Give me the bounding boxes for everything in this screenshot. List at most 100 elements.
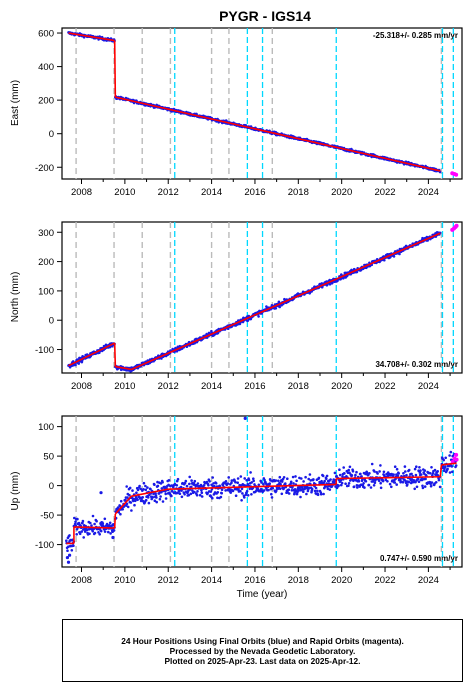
x-tick-label: 2024 (418, 381, 439, 392)
final-orbit-point (359, 472, 362, 476)
final-orbit-point (131, 489, 134, 492)
final-orbit-point (280, 480, 284, 483)
final-orbit-point (246, 482, 250, 486)
final-orbit-point (160, 490, 163, 494)
x-tick-label: 2020 (331, 187, 352, 198)
outlier-point (111, 535, 115, 540)
final-orbit-point (142, 481, 146, 485)
final-orbit-point (260, 481, 263, 484)
final-orbit-point (252, 477, 255, 480)
x-tick-label: 2018 (288, 575, 309, 586)
final-orbit-point (234, 480, 237, 484)
final-orbit-point (263, 478, 266, 482)
x-axis-label: Time (year) (237, 589, 288, 600)
final-orbit-point (393, 465, 397, 468)
final-orbit-point (319, 492, 323, 496)
model-fit-segment (68, 342, 116, 367)
final-orbit-point (240, 487, 244, 491)
final-orbit-point (160, 357, 163, 360)
final-orbit-point (379, 486, 383, 490)
final-orbit-point (404, 470, 407, 473)
north-rate-label: 34.708+/- 0.302 mm/yr (375, 360, 458, 369)
x-tick-label: 2022 (374, 187, 395, 198)
final-orbit-point (216, 491, 220, 494)
final-orbit-point (436, 470, 440, 473)
final-orbit-point (245, 479, 248, 482)
final-orbit-point (316, 493, 320, 497)
final-orbit-point (395, 483, 399, 486)
y-tick-label: 100 (38, 422, 54, 433)
final-orbit-point (420, 478, 424, 482)
final-orbit-point (75, 533, 78, 536)
y-tick-label: 400 (38, 62, 54, 73)
final-orbit-point (241, 492, 244, 495)
final-orbit-point (287, 492, 291, 495)
final-orbit-point (392, 255, 396, 258)
final-orbit-point (416, 477, 420, 480)
final-orbit-point (124, 498, 127, 502)
final-orbit-point (314, 486, 318, 490)
final-orbit-point (378, 470, 381, 473)
final-orbit-point (239, 489, 242, 493)
x-tick-label: 2024 (418, 575, 439, 586)
north-y-axis-label: North (mm) (10, 272, 21, 323)
final-orbit-point (155, 496, 158, 499)
final-orbit-point (433, 468, 437, 472)
model-fit-segment (115, 365, 132, 371)
final-orbit-point (158, 497, 162, 501)
x-tick-label: 2012 (158, 575, 179, 586)
final-orbit-point (397, 472, 401, 475)
final-orbit-point (231, 489, 235, 493)
rapid-orbit-point (454, 452, 459, 457)
x-tick-label: 2022 (374, 381, 395, 392)
final-orbit-point (73, 516, 76, 520)
final-orbit-point (130, 509, 133, 512)
final-orbit-point (278, 487, 282, 491)
final-orbit-point (373, 481, 377, 484)
final-orbit-point (128, 486, 132, 490)
east-panel: East (mm) -25.318+/- 0.285 mm/yr 2008 201… (10, 27, 463, 198)
final-orbit-point (420, 473, 423, 476)
final-orbit-point (128, 493, 131, 497)
final-orbit-point (355, 470, 358, 474)
y-tick-label: 0 (49, 129, 54, 140)
final-orbit-point (219, 495, 223, 499)
final-orbit-point (335, 474, 338, 478)
final-orbit-point (325, 474, 329, 478)
final-orbit-point (341, 475, 344, 478)
final-orbit-point (325, 477, 328, 481)
final-orbit-point (321, 474, 325, 478)
final-orbit-point (193, 479, 197, 483)
final-orbit-point (135, 491, 138, 494)
final-orbit-point (347, 468, 351, 472)
x-tick-label: 2018 (288, 381, 309, 392)
up-chart-marks: 2008 2010 2012 2014 2016 2018 2020 2022 2024 -100… (35, 416, 459, 586)
final-orbit-point (74, 520, 77, 524)
final-orbit-point (65, 539, 68, 542)
final-orbit-point (270, 492, 273, 496)
final-orbit-point (249, 471, 252, 474)
final-orbit-point (320, 479, 323, 483)
model-fit-segment (131, 488, 169, 498)
final-orbit-point (454, 464, 458, 467)
final-orbit-point (212, 482, 215, 485)
final-orbit-point (337, 484, 340, 487)
caption-line-1: 24 Hour Positions Using Final Orbits (bl… (121, 635, 404, 646)
final-orbit-point (277, 479, 280, 483)
final-orbit-point (147, 501, 151, 505)
y-tick-label: 0 (49, 481, 54, 492)
final-orbit-point (257, 483, 261, 487)
final-orbit-point (451, 470, 454, 474)
final-orbit-point (224, 489, 227, 492)
final-orbit-point (351, 470, 355, 473)
final-orbit-point (367, 483, 371, 487)
final-orbit-point (291, 475, 295, 479)
final-orbit-point (121, 508, 124, 511)
final-orbit-point (93, 522, 96, 526)
final-orbit-point (410, 472, 413, 476)
final-orbit-point (95, 519, 98, 523)
final-orbit-point (213, 484, 216, 488)
final-orbit-point (347, 484, 350, 487)
final-orbit-point (196, 482, 200, 485)
final-orbit-point (280, 492, 284, 496)
